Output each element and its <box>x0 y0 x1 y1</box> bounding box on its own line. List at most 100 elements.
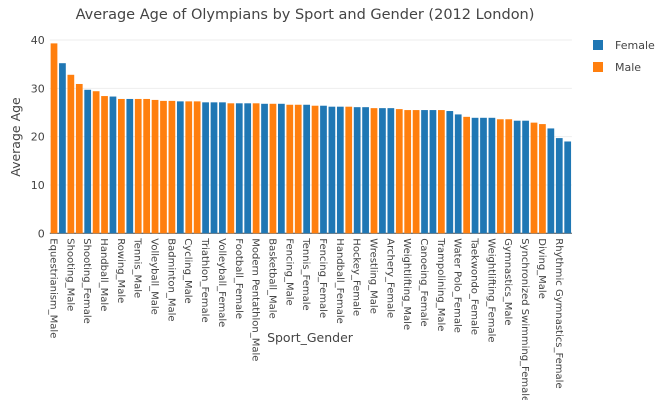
x-tick-label: Badminton_Male <box>165 238 176 321</box>
bar[interactable] <box>168 100 176 234</box>
x-axis-ticks: Equestrianism_Male Shooting_Male Shooting_… <box>48 237 564 402</box>
bar[interactable] <box>84 89 92 234</box>
bar[interactable] <box>303 104 311 234</box>
bar[interactable] <box>160 100 167 234</box>
bars <box>50 43 572 234</box>
x-tick-label: Weightlifting_Female <box>485 238 496 342</box>
bar[interactable] <box>454 114 462 234</box>
x-tick-label: Rowing_Male <box>115 238 126 303</box>
bar[interactable] <box>193 101 201 234</box>
bar[interactable] <box>513 120 521 234</box>
bar[interactable] <box>261 103 268 234</box>
bar[interactable] <box>328 106 336 234</box>
bar[interactable] <box>564 141 572 234</box>
bar[interactable] <box>463 116 471 234</box>
x-tick-label: Water Polo_Female <box>452 238 463 333</box>
bar[interactable] <box>480 117 487 234</box>
bar[interactable] <box>235 103 243 234</box>
bar[interactable] <box>252 103 260 234</box>
x-tick-label: Cycling_Male <box>182 238 193 303</box>
bar[interactable] <box>522 120 529 234</box>
y-axis-title: Average Age <box>8 97 23 177</box>
bar[interactable] <box>278 103 285 234</box>
x-tick-label: Archery_Female <box>384 238 395 318</box>
x-tick-label: Volleyball_Male <box>149 238 160 315</box>
bar[interactable] <box>379 108 386 234</box>
bar[interactable] <box>311 105 319 234</box>
bar[interactable] <box>471 117 479 234</box>
legend-label-female: Female <box>615 39 655 52</box>
x-tick-label: Shooting_Male <box>64 238 75 311</box>
bar[interactable] <box>269 103 277 234</box>
bar[interactable] <box>227 103 235 234</box>
y-tick-label: 0 <box>38 227 45 240</box>
bar[interactable] <box>320 105 327 234</box>
y-tick-label: 40 <box>31 34 45 47</box>
legend-swatch-female <box>593 40 603 50</box>
bar[interactable] <box>134 98 142 234</box>
bar[interactable] <box>109 96 117 234</box>
y-tick-label: 10 <box>31 179 45 192</box>
x-tick-label: Fencing_Male <box>283 238 294 305</box>
legend: Female Male <box>593 39 655 74</box>
bar[interactable] <box>429 110 437 234</box>
bar[interactable] <box>404 110 412 234</box>
x-tick-label: Rhythmic Gymnastics_Female <box>553 238 564 388</box>
bar[interactable] <box>202 102 209 234</box>
bar[interactable] <box>294 104 302 234</box>
x-tick-label: Modern Pentathlon_Male <box>250 238 261 361</box>
y-axis-ticks: 0 10 20 30 40 <box>31 34 45 240</box>
bar[interactable] <box>143 98 151 234</box>
bar[interactable] <box>126 98 134 234</box>
bar[interactable] <box>92 91 100 234</box>
bar[interactable] <box>345 106 353 234</box>
bar[interactable] <box>438 110 445 234</box>
bar[interactable] <box>539 124 546 234</box>
bar[interactable] <box>286 104 294 234</box>
x-tick-label: Gymnastics_Male <box>502 238 513 325</box>
bar[interactable] <box>336 106 344 234</box>
x-tick-label: Wrestling_Male <box>368 238 379 314</box>
bar[interactable] <box>496 119 504 234</box>
x-tick-label: Weightlifting_Male <box>401 238 412 330</box>
x-tick-label: Football_Female <box>233 238 244 319</box>
bar[interactable] <box>387 108 395 234</box>
bar[interactable] <box>244 103 252 234</box>
bar[interactable] <box>185 101 193 234</box>
x-tick-label: Basketball_Male <box>266 238 277 318</box>
bar[interactable] <box>50 43 58 234</box>
x-tick-label: Fencing_Female <box>317 238 328 318</box>
bar[interactable] <box>353 107 361 234</box>
chart-title: Average Age of Olympians by Sport and Ge… <box>76 7 535 23</box>
bar[interactable] <box>151 99 159 234</box>
bar[interactable] <box>505 119 513 234</box>
bar[interactable] <box>59 63 66 234</box>
bar[interactable] <box>210 102 218 234</box>
bar[interactable] <box>101 96 108 234</box>
x-tick-label: Shooting_Female <box>81 238 92 323</box>
x-tick-label: Handball_Female <box>334 238 345 324</box>
x-tick-label: Triathlon_Female <box>199 237 210 322</box>
bar[interactable] <box>118 98 125 234</box>
legend-item-male[interactable]: Male <box>593 61 641 74</box>
bar[interactable] <box>530 122 538 234</box>
bar[interactable] <box>446 111 454 234</box>
bar[interactable] <box>176 101 184 234</box>
bar[interactable] <box>555 138 563 234</box>
bar[interactable] <box>67 74 75 234</box>
bar[interactable] <box>488 117 496 234</box>
bar[interactable] <box>362 107 369 234</box>
bar[interactable] <box>547 128 555 234</box>
legend-label-male: Male <box>615 61 641 74</box>
bar[interactable] <box>412 110 420 234</box>
bar[interactable] <box>75 83 83 234</box>
bar[interactable] <box>395 109 403 234</box>
legend-item-female[interactable]: Female <box>593 39 655 52</box>
x-tick-label: Equestrianism_Male <box>48 238 59 338</box>
y-tick-label: 30 <box>31 82 45 95</box>
x-tick-label: Volleyball_Female <box>216 238 227 327</box>
legend-swatch-male <box>593 62 603 72</box>
bar[interactable] <box>219 102 226 234</box>
bar[interactable] <box>370 108 378 234</box>
bar[interactable] <box>421 110 428 234</box>
